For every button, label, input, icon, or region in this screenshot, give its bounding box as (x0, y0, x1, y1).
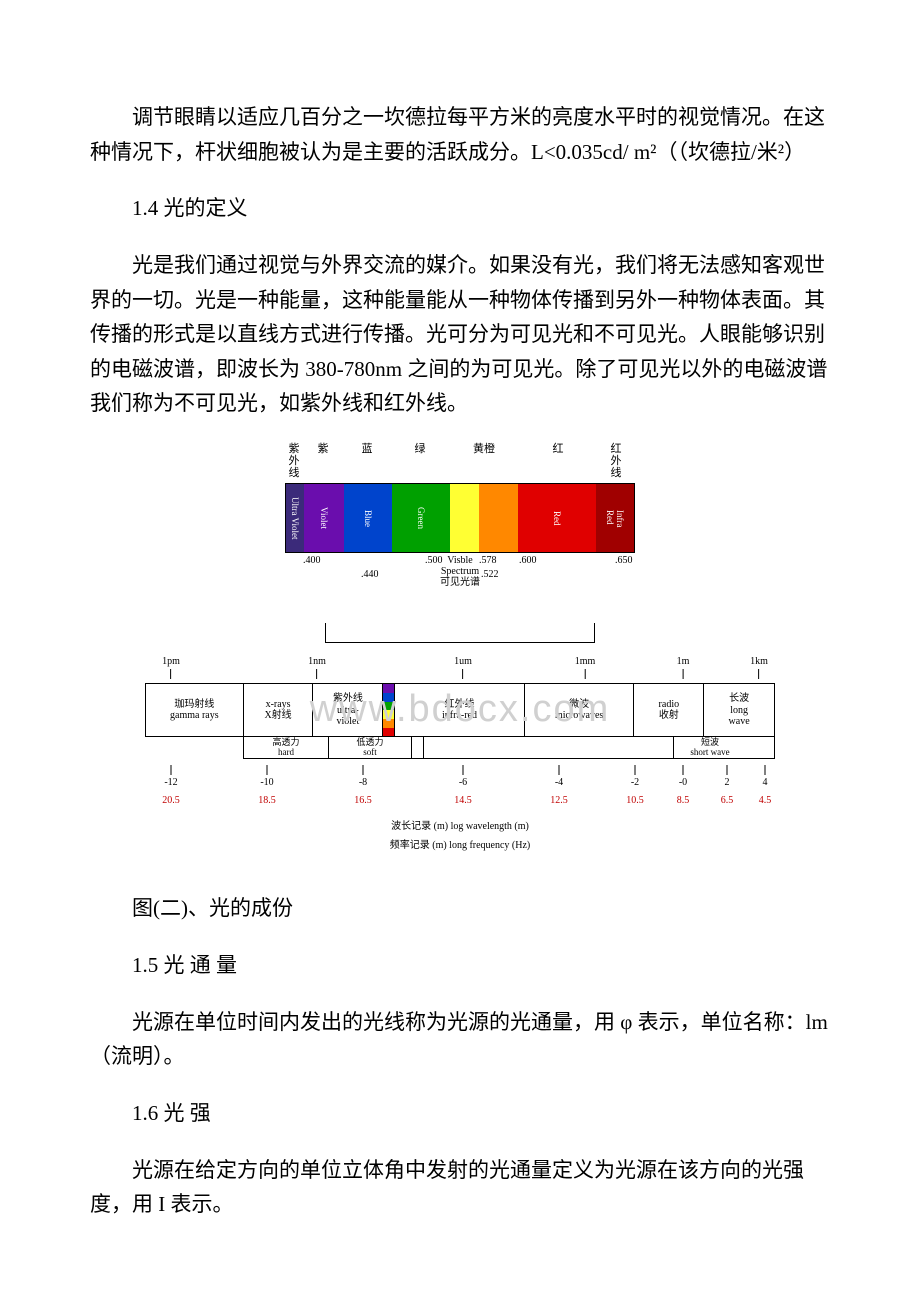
visible-top-label: 红 外 线 (597, 443, 635, 479)
nm-tick: .650 (615, 555, 633, 566)
log-wave-value: 2 (725, 777, 730, 788)
log-wave-value: -6 (459, 777, 467, 788)
em-segment: 长波 long wave (704, 684, 774, 736)
visible-top-label: 红 (519, 443, 597, 479)
spectrum-diagram: www.bdocx.com 紫 外 线紫蓝绿黄橙红红 外 线 Ultra Vio… (145, 443, 775, 851)
em-spectrum-bar: 珈玛射线 gamma raysx-rays X射线紫外线 ultra- viol… (145, 683, 775, 737)
em-segment: radio 收射 (634, 684, 704, 736)
em-sub-row: 高透力 hard低透力 soft 短波 short wave (243, 737, 775, 759)
log-freq-value: 6.5 (721, 795, 734, 806)
log-freq-value: 12.5 (550, 795, 568, 806)
em-segment: 红外线 infra-red (395, 684, 525, 736)
log-wave-value: -8 (359, 777, 367, 788)
em-top-tick: 1um (454, 657, 472, 679)
nm-tick: .440 (361, 569, 379, 580)
nm-tick: .578 (479, 555, 497, 566)
em-log-tick (363, 765, 364, 775)
log-freq-value: 14.5 (454, 795, 472, 806)
em-log-tick (463, 765, 464, 775)
em-log-tick (171, 765, 172, 775)
log-wave-value: -12 (164, 777, 177, 788)
visible-segment: Infra Red (596, 484, 634, 552)
visible-segment (479, 484, 518, 552)
visible-top-label: 紫 (303, 443, 343, 479)
em-sub-segment (424, 737, 674, 758)
log-wave-value: -4 (555, 777, 563, 788)
visible-segment (450, 484, 479, 552)
log-freq-value: 16.5 (354, 795, 372, 806)
nm-tick: .522 (481, 569, 499, 580)
em-top-tick: 1pm (162, 657, 180, 679)
axis-caption-1: 波长记录 (m) log wavelength (m) (145, 817, 775, 832)
log-freq-value: 20.5 (162, 795, 180, 806)
visible-range-bracket (325, 623, 595, 643)
visible-top-labels: 紫 外 线紫蓝绿黄橙红红 外 线 (145, 443, 775, 479)
log-freq-value: 8.5 (677, 795, 690, 806)
em-segment: 微波 microwaves (525, 684, 635, 736)
em-top-ticks: 1pm 1nm 1um 1mm 1m 1km (145, 657, 775, 683)
em-log-tick (683, 765, 684, 775)
visible-segment: Ultra Violet (286, 484, 304, 552)
em-sub-segment: 短波 short wave (674, 737, 746, 758)
visible-top-label: 紫 外 线 (285, 443, 303, 479)
em-log-ticks (145, 765, 775, 777)
log-wave-value: -2 (631, 777, 639, 788)
visible-top-label: 绿 (391, 443, 449, 479)
em-top-tick: 1m (677, 657, 690, 679)
log-freq-value: 4.5 (759, 795, 772, 806)
em-mini-visible (383, 684, 395, 736)
heading-1-6: 1.6 光 强 (90, 1096, 830, 1131)
para-scotopic: 调节眼睛以适应几百分之一坎德拉每平方米的亮度水平时的视觉情况。在这种情况下，杆状… (90, 100, 830, 169)
visible-segment: Green (392, 484, 450, 552)
visible-range-label: Visble Spectrum 可见光谱 (440, 555, 480, 588)
em-log-frequency: 20.5 18.5 16.5 14.5 12.5 10.5 8.5 6.5 4.5 (145, 795, 775, 813)
visible-top-label: 黄橙 (449, 443, 519, 479)
em-sub-segment: 低透力 soft (329, 737, 412, 758)
visible-segment: Blue (344, 484, 392, 552)
para-luminous-intensity: 光源在给定方向的单位立体角中发射的光通量定义为光源在该方向的光强度，用 I 表示… (90, 1153, 830, 1222)
em-sub-segment (412, 737, 424, 758)
log-freq-value: 10.5 (626, 795, 644, 806)
em-segment: x-rays X射线 (244, 684, 314, 736)
em-log-tick (559, 765, 560, 775)
visible-top-label: 蓝 (343, 443, 391, 479)
log-wave-value: -0 (679, 777, 687, 788)
nm-tick: .400 (303, 555, 321, 566)
em-log-tick (765, 765, 766, 775)
visible-segment: Violet (304, 484, 344, 552)
para-luminous-flux: 光源在单位时间内发出的光线称为光源的光通量，用 φ 表示，单位名称：lm（流明）… (90, 1005, 830, 1074)
figure-caption: 图(二)、光的成份 (90, 891, 830, 926)
em-segment: 紫外线 ultra- violet (313, 684, 383, 736)
em-log-wavelength: -12 -10 -8 -6 -4 -2 -0 2 4 (145, 777, 775, 795)
em-log-tick (267, 765, 268, 775)
log-wave-value: -10 (260, 777, 273, 788)
em-top-tick: 1mm (575, 657, 596, 679)
visible-spectrum-bar: Ultra VioletVioletBlueGreen RedInfra Red (285, 483, 635, 553)
em-segment: 珈玛射线 gamma rays (146, 684, 244, 736)
log-wave-value: 4 (763, 777, 768, 788)
visible-segment: Red (518, 484, 596, 552)
nm-tick: .600 (519, 555, 537, 566)
em-log-tick (635, 765, 636, 775)
axis-caption-2: 频率记录 (m) long frequency (Hz) (145, 836, 775, 851)
heading-1-4: 1.4 光的定义 (90, 191, 830, 226)
em-top-tick: 1nm (308, 657, 326, 679)
em-sub-segment: 高透力 hard (244, 737, 329, 758)
em-log-tick (727, 765, 728, 775)
log-freq-value: 18.5 (258, 795, 276, 806)
em-top-tick: 1km (750, 657, 768, 679)
para-light-def: 光是我们通过视觉与外界交流的媒介。如果没有光，我们将无法感知客观世界的一切。光是… (90, 248, 830, 421)
heading-1-5: 1.5 光 通 量 (90, 948, 830, 983)
